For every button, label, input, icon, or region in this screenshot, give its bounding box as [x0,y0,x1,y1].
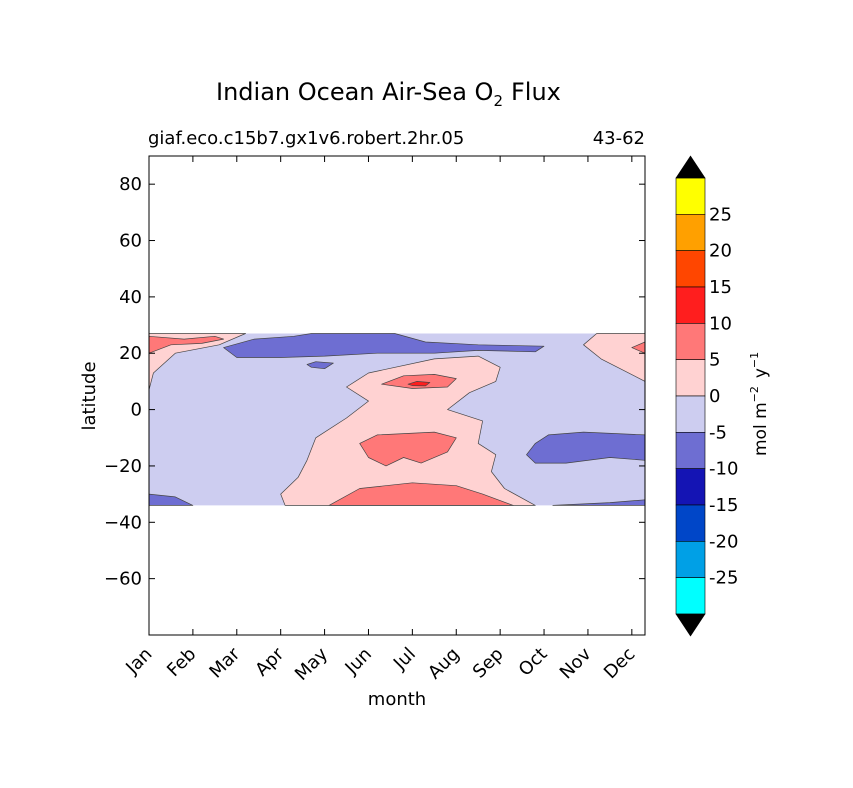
colorbar-tick-label: -20 [709,531,738,552]
colorbar-tick-label: -10 [709,459,738,480]
contour-positive-5-to-10-south [328,482,514,506]
x-tick-label: May [291,643,332,684]
contour-positive-10-to-15-core [407,381,431,387]
colorbar-segment [675,504,706,542]
x-tick-label: Sep [469,644,508,683]
colorbar-label-sup2: −1 [748,352,761,368]
x-tick-label: Apr [251,643,288,680]
chart-title-main: Indian Ocean Air-Sea O [216,78,493,106]
colorbar-segment [675,432,706,469]
y-tick-label: 0 [131,400,142,421]
x-tick-label: Jan [121,644,156,679]
x-tick-label: Nov [556,643,596,683]
contour-positive-5-to-10-east-coast [631,341,645,354]
contour-positive-5-to-10-west-coast [149,335,224,354]
y-tick-label: −60 [104,569,142,590]
colorbar [675,155,706,637]
contour-positive-5-to-10-midlat [359,431,457,467]
colorbar-label: mol m−2 y−1 [748,352,771,456]
colorbar-segment [675,468,706,506]
colorbar-tick-label: 5 [709,350,720,371]
contour-negative-5-to-10-small-patch [306,361,334,370]
colorbar-segment [675,323,706,360]
y-tick-label: 80 [119,174,142,195]
y-tick-label: 40 [119,287,142,308]
x-tick-label: Feb [163,644,200,681]
x-tick-label: Dec [600,644,639,683]
chart-title: Indian Ocean Air-Sea O2 Flux [216,78,561,110]
colorbar-tick-label: 10 [709,313,732,334]
subtitle-left: giaf.eco.c15b7.gx1v6.robert.2hr.05 [148,128,464,149]
colorbar-tick-label: -5 [709,422,727,443]
colorbar-tick-label: -25 [709,568,738,589]
x-tick-label: Jul [389,644,420,675]
colorbar-label-mid: y [751,368,771,378]
x-tick-label: Jun [341,644,376,679]
colorbar-tick-label: 20 [709,241,732,262]
contour-negative-5-to-10-south-edge-east [552,499,645,506]
colorbar-segment [675,541,706,578]
colorbar-tick-label: 15 [709,277,732,298]
y-tick-label: 60 [119,231,142,252]
colorbar-extend-min [675,613,706,637]
colorbar-segment [675,577,706,615]
y-axis: 80 60 40 20 0 −20 −40 −60 [104,174,645,590]
y-axis-label: latitude [79,361,100,430]
contour-negative-5-to-10-south-edge [149,493,194,506]
contour-positive-0-to-5-central [280,355,536,506]
colorbar-segment [675,286,706,324]
plot-area [148,155,646,636]
y-tick-label: 20 [119,343,142,364]
x-tick-label: Aug [424,644,464,684]
colorbar-segment [675,214,706,251]
y-tick-label: −40 [104,512,142,533]
colorbar-segment [675,395,706,433]
subtitle-right: 43-62 [593,128,645,149]
contour-negative-5-to-10-southeast [526,431,645,464]
contour-positive-0-to-5-west [149,333,246,391]
chart-title-subscript: 2 [493,92,503,110]
colorbar-ticks: 25 20 15 10 5 0 -5 -10 -15 -20 -25 [709,204,738,588]
colorbar-tick-label: -15 [709,495,738,516]
x-axis-label: month [368,689,426,710]
colorbar-tick-label: 0 [709,386,720,407]
plot-frame [148,155,646,636]
colorbar-extend-max [675,155,706,179]
contour-positive-0-to-5-east [583,333,645,382]
colorbar-segment [675,359,706,397]
x-tick-label: Mar [205,643,244,682]
colorbar-segment [675,177,706,215]
contour-negative-5-to-10-north-band [223,333,545,358]
colorbar-segment [675,250,706,288]
colorbar-label-unit: mol m [751,402,771,456]
y-tick-label: −20 [104,456,142,477]
colorbar-tick-label: 25 [709,204,732,225]
x-tick-label: Oct [515,644,552,681]
chart-title-suffix: Flux [511,78,561,106]
colorbar-label-sup1: −2 [748,386,761,402]
